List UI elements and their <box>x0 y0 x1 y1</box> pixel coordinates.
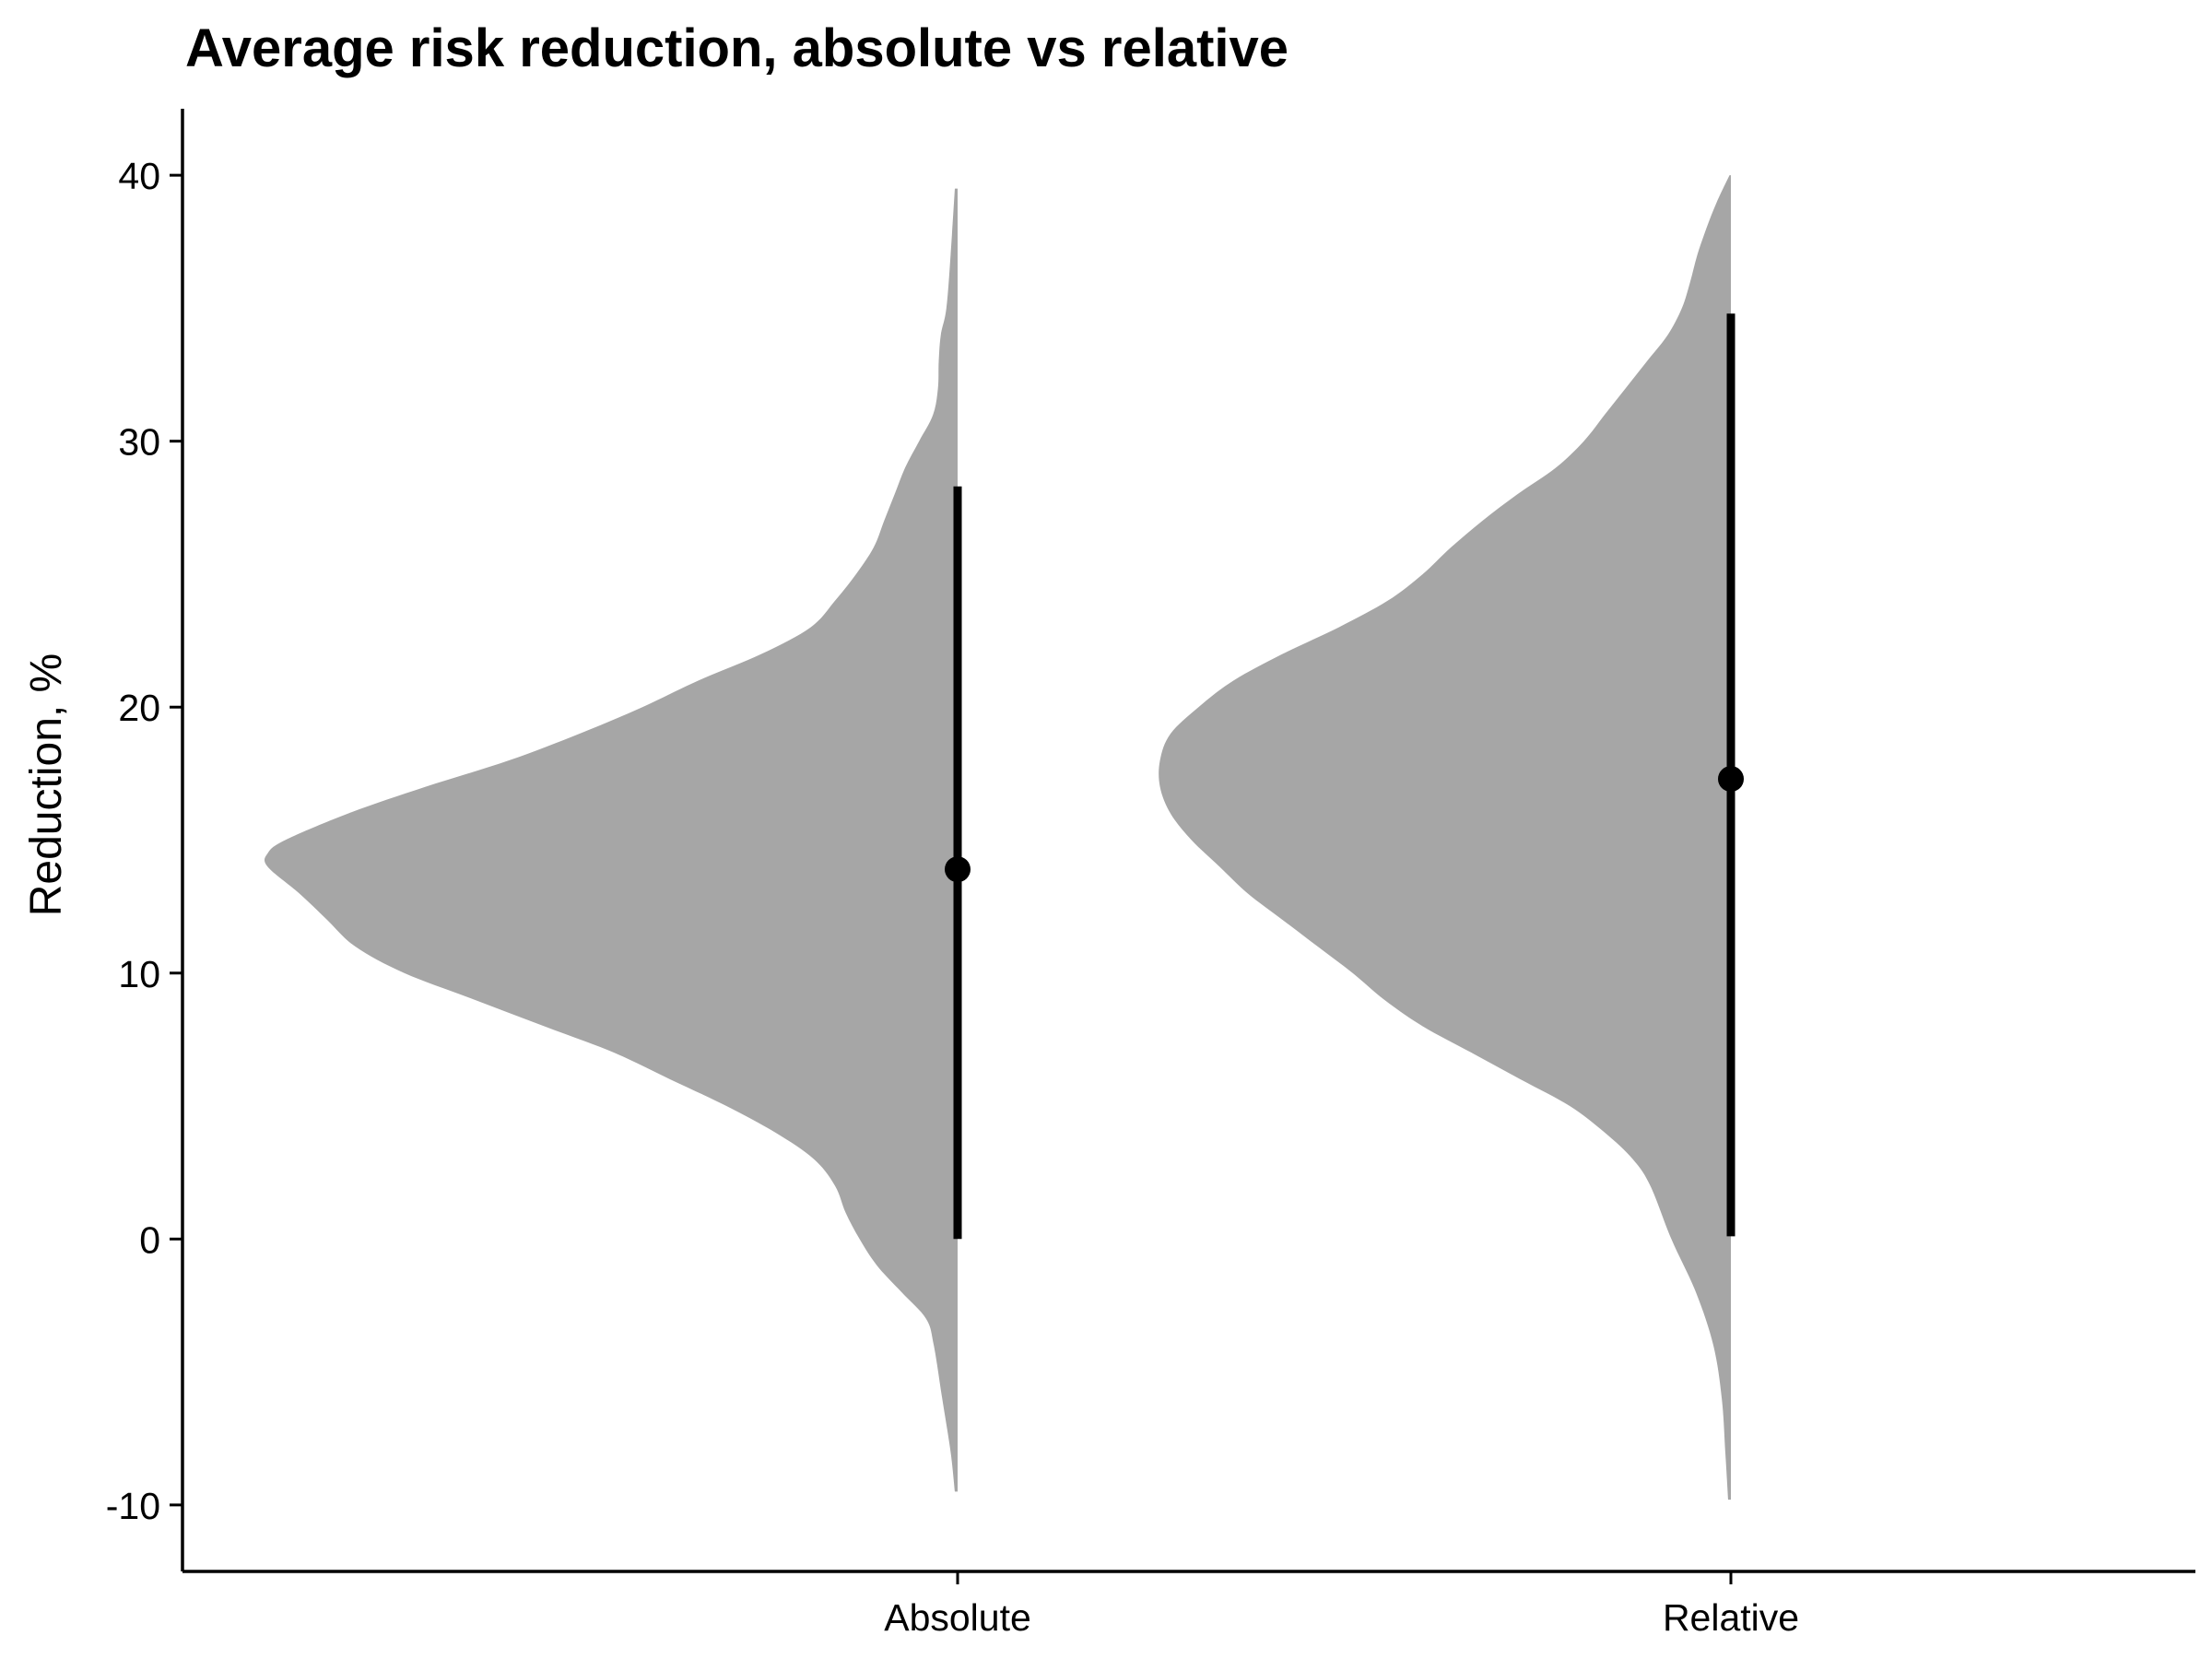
chart-title: Average risk reduction, absolute vs rela… <box>185 18 1288 78</box>
violin-absolute <box>264 188 959 1492</box>
y-tick-label: -10 <box>106 1485 160 1527</box>
point-absolute <box>945 856 971 883</box>
y-axis-label: Reduction, % <box>22 653 71 917</box>
plot-area <box>264 175 1744 1500</box>
y-tick-label: 10 <box>118 953 160 995</box>
point-relative <box>1718 766 1744 793</box>
y-tick-label: 0 <box>139 1218 160 1261</box>
y-tick-label: 30 <box>118 421 160 464</box>
x-tick-label: Absolute <box>884 1596 1031 1639</box>
y-tick-label: 40 <box>118 155 160 197</box>
y-tick-label: 20 <box>118 687 160 729</box>
x-tick-label: Relative <box>1663 1596 1799 1639</box>
axes: -10 0 10 20 30 40 Absolute Relative Reduction, % <box>22 109 2195 1639</box>
violin-relative <box>1159 175 1731 1500</box>
